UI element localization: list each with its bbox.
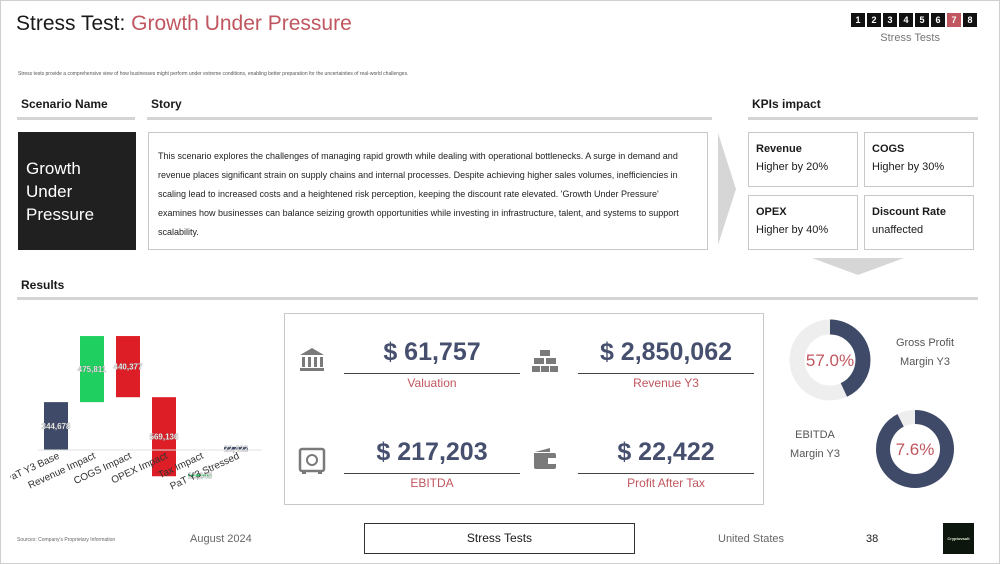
profit-after-tax-value: $ 22,422 — [617, 438, 715, 466]
ring-arc — [789, 319, 871, 401]
kpi-card-cogs: COGS Higher by 30% — [864, 132, 974, 187]
waterfall-data-label: 344,678 — [42, 422, 71, 431]
kpi-value: Higher by 30% — [872, 161, 945, 173]
pager-item-2[interactable]: 2 — [867, 13, 881, 27]
scenario-heading: Scenario Name — [21, 97, 108, 111]
profit-after-tax-underline — [578, 473, 754, 474]
valuation-label: Valuation — [407, 376, 457, 390]
kpis-heading: KPIs impact — [752, 97, 821, 111]
revenue-y3-label: Revenue Y3 — [633, 376, 699, 390]
ebitda-underline — [344, 473, 520, 474]
results-heading: Results — [21, 278, 65, 292]
chevron-right-icon — [718, 133, 736, 245]
kpi-name: OPEX — [756, 206, 787, 218]
footer-date: August 2024 — [190, 533, 252, 545]
kpi-value: Higher by 20% — [756, 161, 829, 173]
ring-value: 7.6% — [896, 440, 935, 459]
gross-profit-margin-label: Gross Profit Margin Y3 — [895, 337, 955, 368]
waterfall-bar — [44, 402, 68, 450]
ring-arc — [876, 410, 954, 488]
pager-item-5[interactable]: 5 — [915, 13, 929, 27]
bank-icon — [300, 348, 324, 371]
footer-sources: Sources: Company's Proprietary Informati… — [17, 537, 116, 543]
waterfall-data-label: 22,422 — [224, 444, 249, 453]
kpi-card-discount-rate: Discount Rate unaffected — [864, 195, 974, 250]
ebitda-margin-label: EBITDA Margin Y3 — [790, 429, 840, 460]
gold-bars-icon — [532, 350, 558, 372]
title-prefix: Stress Test: — [16, 12, 126, 35]
waterfall-bar — [116, 336, 140, 398]
footer-country: United States — [718, 533, 785, 545]
pager-item-8[interactable]: 8 — [963, 13, 977, 27]
metrics-panel: $ 61,757 Valuation $ 2,850,062 Revenue Y… — [284, 313, 764, 505]
waterfall-data-label: 12,245 — [188, 471, 213, 480]
pager-item-3[interactable]: 3 — [883, 13, 897, 27]
title-accent: Growth Under Pressure — [131, 12, 352, 35]
pager-label: Stress Tests — [880, 32, 940, 44]
waterfall-bar — [224, 446, 248, 450]
ebitda-value: $ 217,203 — [376, 438, 488, 466]
scenario-name-card: Growth Under Pressure — [18, 132, 136, 250]
page-title: Stress Test: Growth Under Pressure — [16, 12, 352, 36]
company-logo: Cryptovault — [943, 523, 974, 554]
story-text: This scenario explores the challenges of… — [148, 132, 708, 250]
wallet-icon — [534, 448, 557, 469]
kpis-divider — [748, 117, 978, 120]
waterfall-data-label: 440,377 — [114, 363, 143, 372]
footer-section-title: Stress Tests — [364, 523, 635, 554]
kpi-value: Higher by 40% — [756, 224, 829, 236]
valuation-underline — [344, 373, 520, 374]
safe-icon — [298, 447, 326, 474]
intro-text: Stress tests provide a comprehensive vie… — [18, 71, 409, 77]
story-heading: Story — [151, 97, 182, 111]
pager-item-6[interactable]: 6 — [931, 13, 945, 27]
kpi-card-revenue: Revenue Higher by 20% — [748, 132, 858, 187]
revenue-y3-underline — [578, 373, 754, 374]
pager-item-4[interactable]: 4 — [899, 13, 913, 27]
gross-profit-margin-ring: 57.0% — [789, 319, 871, 401]
kpi-name: Revenue — [756, 143, 802, 155]
kpi-value: unaffected — [872, 224, 924, 236]
kpi-name: Discount Rate — [872, 206, 946, 218]
profit-after-tax-label: Profit After Tax — [627, 476, 705, 490]
ring-value: 57.0% — [806, 351, 854, 370]
waterfall-data-label: 475,811 — [78, 365, 107, 374]
waterfall-data-label: 569,136 — [150, 433, 179, 442]
waterfall-bar — [188, 474, 212, 477]
story-divider — [147, 117, 712, 120]
ebitda-label: EBITDA — [410, 476, 454, 490]
valuation-value: $ 61,757 — [383, 338, 481, 366]
chevron-down-icon — [812, 258, 904, 275]
results-divider — [17, 297, 978, 300]
kpi-card-opex: OPEX Higher by 40% — [748, 195, 858, 250]
scenario-divider — [17, 117, 135, 120]
pager-item-1[interactable]: 1 — [851, 13, 865, 27]
waterfall-bar — [80, 336, 104, 403]
revenue-y3-value: $ 2,850,062 — [599, 338, 733, 366]
pager-item-7[interactable]: 7 — [947, 13, 961, 27]
page-number: 38 — [866, 533, 879, 545]
waterfall-bar — [152, 397, 176, 477]
slide-pager: 1 2 3 4 5 6 7 8 — [851, 13, 977, 27]
kpi-name: COGS — [872, 143, 905, 155]
ebitda-margin-ring: 7.6% — [876, 410, 954, 488]
